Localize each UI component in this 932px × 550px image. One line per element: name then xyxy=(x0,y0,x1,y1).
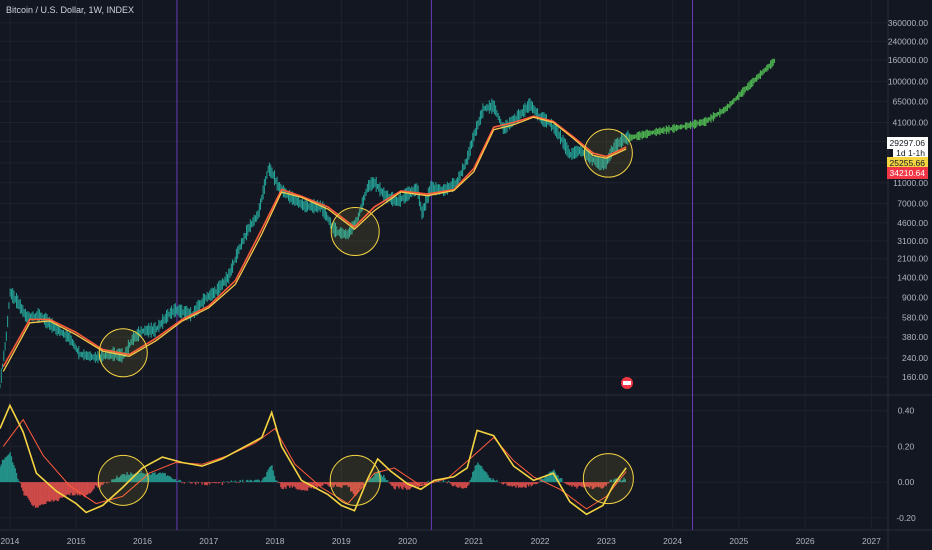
x-tick-label: 2022 xyxy=(531,536,550,546)
x-tick-label: 2024 xyxy=(663,536,682,546)
y-tick-label: 240.00 xyxy=(902,353,928,363)
osc-signal-line xyxy=(2,418,627,510)
x-tick-label: 2027 xyxy=(862,536,881,546)
x-tick-label: 2018 xyxy=(266,536,285,546)
y-tick-label: 4600.00 xyxy=(897,218,928,228)
x-tick-label: 2019 xyxy=(332,536,351,546)
x-tick-label: 2016 xyxy=(133,536,152,546)
x-tick-label: 2017 xyxy=(199,536,218,546)
ema-fast-line xyxy=(2,116,627,372)
x-tick-label: 2023 xyxy=(597,536,616,546)
highlight-circle xyxy=(98,328,148,378)
y-tick-label: 240000.00 xyxy=(888,36,928,46)
y-tick-label: 580.00 xyxy=(902,313,928,323)
y-tick-label: 7000.00 xyxy=(897,199,928,209)
price-tag: 29297.06 xyxy=(886,137,928,149)
osc-highlight-circle xyxy=(329,454,381,506)
y-tick-label: 380.00 xyxy=(902,332,928,342)
y-tick-label: 41000.00 xyxy=(893,117,929,127)
y-tick-label: 160.00 xyxy=(902,372,928,382)
flag-icon-inner xyxy=(623,381,631,385)
x-tick-label: 2015 xyxy=(67,536,86,546)
y-tick-label: 360000.00 xyxy=(888,18,928,28)
x-tick-label: 2026 xyxy=(796,536,815,546)
highlight-circle xyxy=(583,128,633,178)
y-tick-label: 160000.00 xyxy=(888,55,928,65)
x-tick-label: 2025 xyxy=(729,536,748,546)
chart-title: Bitcoin / U.S. Dollar, 1W, INDEX xyxy=(6,5,135,15)
osc-highlight-circle xyxy=(582,453,634,505)
y-tick-label: 3100.00 xyxy=(897,236,928,246)
y-tick-label: 900.00 xyxy=(902,293,928,303)
osc-line xyxy=(0,403,627,516)
x-tick-label: 2014 xyxy=(0,536,19,546)
y-tick-label: 11000.00 xyxy=(893,178,928,188)
y-tick-label: 2100.00 xyxy=(897,254,928,264)
y-tick-label: 1400.00 xyxy=(897,272,928,282)
osc-y-tick-label: 0.20 xyxy=(898,441,915,451)
osc-y-tick-label: 0.40 xyxy=(898,406,915,416)
osc-y-tick-label: 0.00 xyxy=(898,477,915,487)
price-tag: 34210.64 xyxy=(886,167,928,179)
y-tick-label: 100000.00 xyxy=(888,77,928,87)
x-tick-label: 2021 xyxy=(464,536,483,546)
ema-slow-line xyxy=(2,115,627,367)
x-tick-label: 2020 xyxy=(398,536,417,546)
y-tick-label: 65000.00 xyxy=(893,96,929,106)
highlight-circle xyxy=(330,207,380,257)
price-tag: 25255.66 xyxy=(886,157,928,169)
price-tag: 1d 1-1h xyxy=(893,147,928,159)
osc-y-tick-label: -0.20 xyxy=(896,513,916,523)
osc-highlight-circle xyxy=(97,454,149,506)
